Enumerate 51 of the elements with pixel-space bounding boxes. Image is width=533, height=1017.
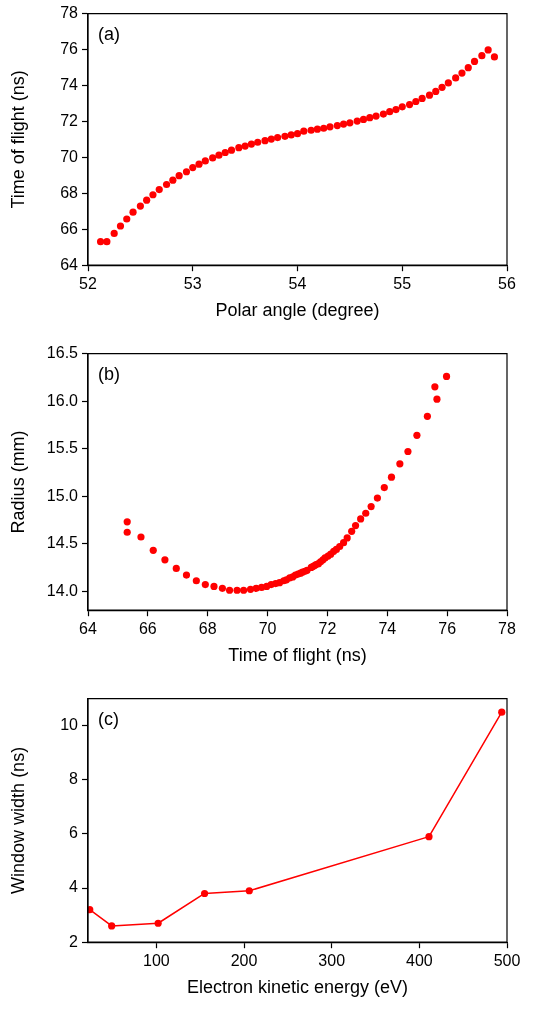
y-axis-title: Radius (mm): [7, 430, 28, 534]
x-tick-label: 500: [493, 952, 521, 970]
y-tick-label: 15.0: [46, 486, 79, 504]
y-tick-label: 70: [60, 147, 79, 165]
point: [108, 922, 116, 930]
x-axis-title: Polar angle (degree): [215, 300, 380, 321]
x-tick-label: 52: [79, 275, 97, 293]
annotation: (b): [98, 363, 120, 384]
x-tick-label: 400: [405, 952, 433, 970]
y-tick-label: 14.5: [46, 534, 79, 552]
point: [200, 889, 209, 898]
x-tick-label: 78: [498, 620, 516, 638]
x-tick-label: 200: [230, 952, 258, 970]
x-tick-label: 53: [183, 275, 202, 293]
y-tick-label: 8: [69, 770, 79, 788]
x-tick-label: 76: [438, 620, 457, 638]
y-tick-label: 15.5: [46, 439, 79, 457]
x-tick-label: 54: [288, 275, 307, 293]
y-tick-label: 76: [60, 39, 79, 57]
y-tick-label: 16.5: [46, 344, 79, 362]
y-tick-label: 66: [60, 219, 79, 237]
point: [425, 833, 433, 841]
x-tick-label: 66: [138, 620, 157, 638]
point: [154, 919, 162, 927]
y-tick-label: 64: [60, 255, 79, 273]
point: [498, 708, 506, 716]
x-axis-title: Time of flight (ns): [228, 645, 367, 666]
annotation: (a): [98, 23, 120, 44]
x-tick-label: 72: [318, 620, 337, 638]
y-tick-label: 2: [69, 932, 79, 950]
y-tick-label: 68: [60, 183, 79, 201]
y-axis-title: Window width (ns): [7, 746, 28, 894]
x-axis-title: Electron kinetic energy (eV): [186, 977, 409, 998]
y-tick-label: 74: [60, 75, 79, 93]
y-tick-label: 6: [69, 824, 79, 842]
x-tick-label: 74: [378, 620, 397, 638]
x-tick-label: 55: [393, 275, 412, 293]
y-tick-label: 10: [60, 716, 79, 734]
x-tick-label: 100: [143, 952, 170, 970]
x-tick-label: 68: [198, 620, 217, 638]
y-tick-label: 4: [69, 878, 79, 896]
point: [245, 887, 253, 895]
y-tick-label: 14.0: [46, 581, 79, 599]
x-tick-label: 300: [318, 952, 346, 970]
y-axis-title: Time of flight (ns): [7, 70, 28, 209]
y-tick-label: 78: [60, 4, 79, 22]
y-tick-label: 16.0: [46, 391, 79, 409]
y-tick-label: 72: [60, 111, 79, 129]
x-tick-label: 56: [498, 275, 516, 293]
annotation: (c): [98, 708, 119, 729]
x-tick-label: 70: [258, 620, 277, 638]
